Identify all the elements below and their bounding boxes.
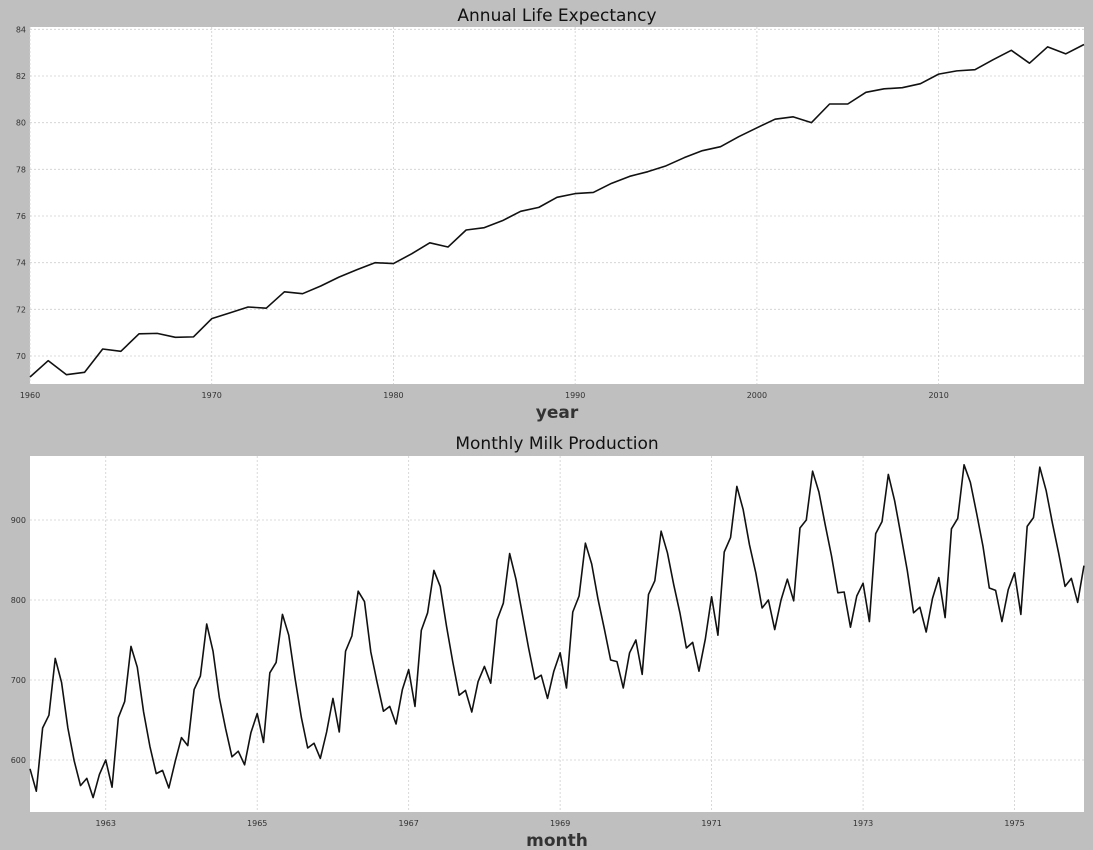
grid-life-expectancy [29, 27, 1084, 384]
y-tick-label: 70 [16, 352, 26, 361]
y-tick-label: 800 [11, 596, 26, 605]
x-axis-label-month: month [526, 831, 588, 850]
x-tick-label: 1973 [853, 819, 873, 828]
x-tick-label: 2000 [747, 391, 767, 400]
life-expectancy-chart: Annual Life Expectancy 7072747678808284 … [16, 6, 1085, 423]
x-tick-label: 1975 [1004, 819, 1024, 828]
milk-production-chart: Monthly Milk Production 600 700 800 900 196… [11, 434, 1085, 850]
y-tick-label: 72 [16, 305, 26, 314]
chart-title-life-expectancy: Annual Life Expectancy [457, 6, 656, 26]
x-ticks-life-expectancy: 1960 1970 1980 1990 2000 2010 [20, 391, 949, 400]
series-line-milk-production [29, 464, 1085, 799]
plot-area-milk-production [30, 456, 1084, 812]
x-tick-label: 1969 [550, 819, 570, 828]
x-tick-label: 2010 [928, 391, 948, 400]
x-tick-label: 1990 [565, 391, 585, 400]
x-tick-label: 1970 [202, 391, 222, 400]
y-ticks-milk-production: 600 700 800 900 [11, 516, 26, 765]
x-tick-label: 1965 [247, 819, 267, 828]
y-tick-label: 78 [16, 165, 26, 174]
x-ticks-milk-production: 1963 1965 1967 1969 1971 1973 1975 [96, 819, 1025, 828]
x-axis-label-year: year [536, 403, 579, 423]
x-tick-label: 1963 [96, 819, 116, 828]
y-ticks-life-expectancy: 70 72 74 76 78 80 82 84 [16, 25, 26, 361]
y-tick-label: 76 [16, 212, 26, 221]
y-tick-label: 74 [16, 259, 26, 268]
y-tick-label: 80 [16, 119, 26, 128]
x-tick-label: 1967 [398, 819, 418, 828]
y-tick-label: 900 [11, 516, 26, 525]
x-tick-label: 1980 [383, 391, 403, 400]
x-tick-label: 1971 [701, 819, 721, 828]
y-tick-label: 84 [16, 25, 26, 34]
grid-milk-production [30, 456, 1084, 812]
series-line-life-expectancy [29, 43, 1085, 378]
y-tick-label: 700 [11, 676, 26, 685]
chart-title-milk-production: Monthly Milk Production [455, 434, 658, 454]
y-tick-label: 82 [16, 72, 26, 81]
x-tick-label: 1960 [20, 391, 40, 400]
y-tick-label: 600 [11, 756, 26, 765]
